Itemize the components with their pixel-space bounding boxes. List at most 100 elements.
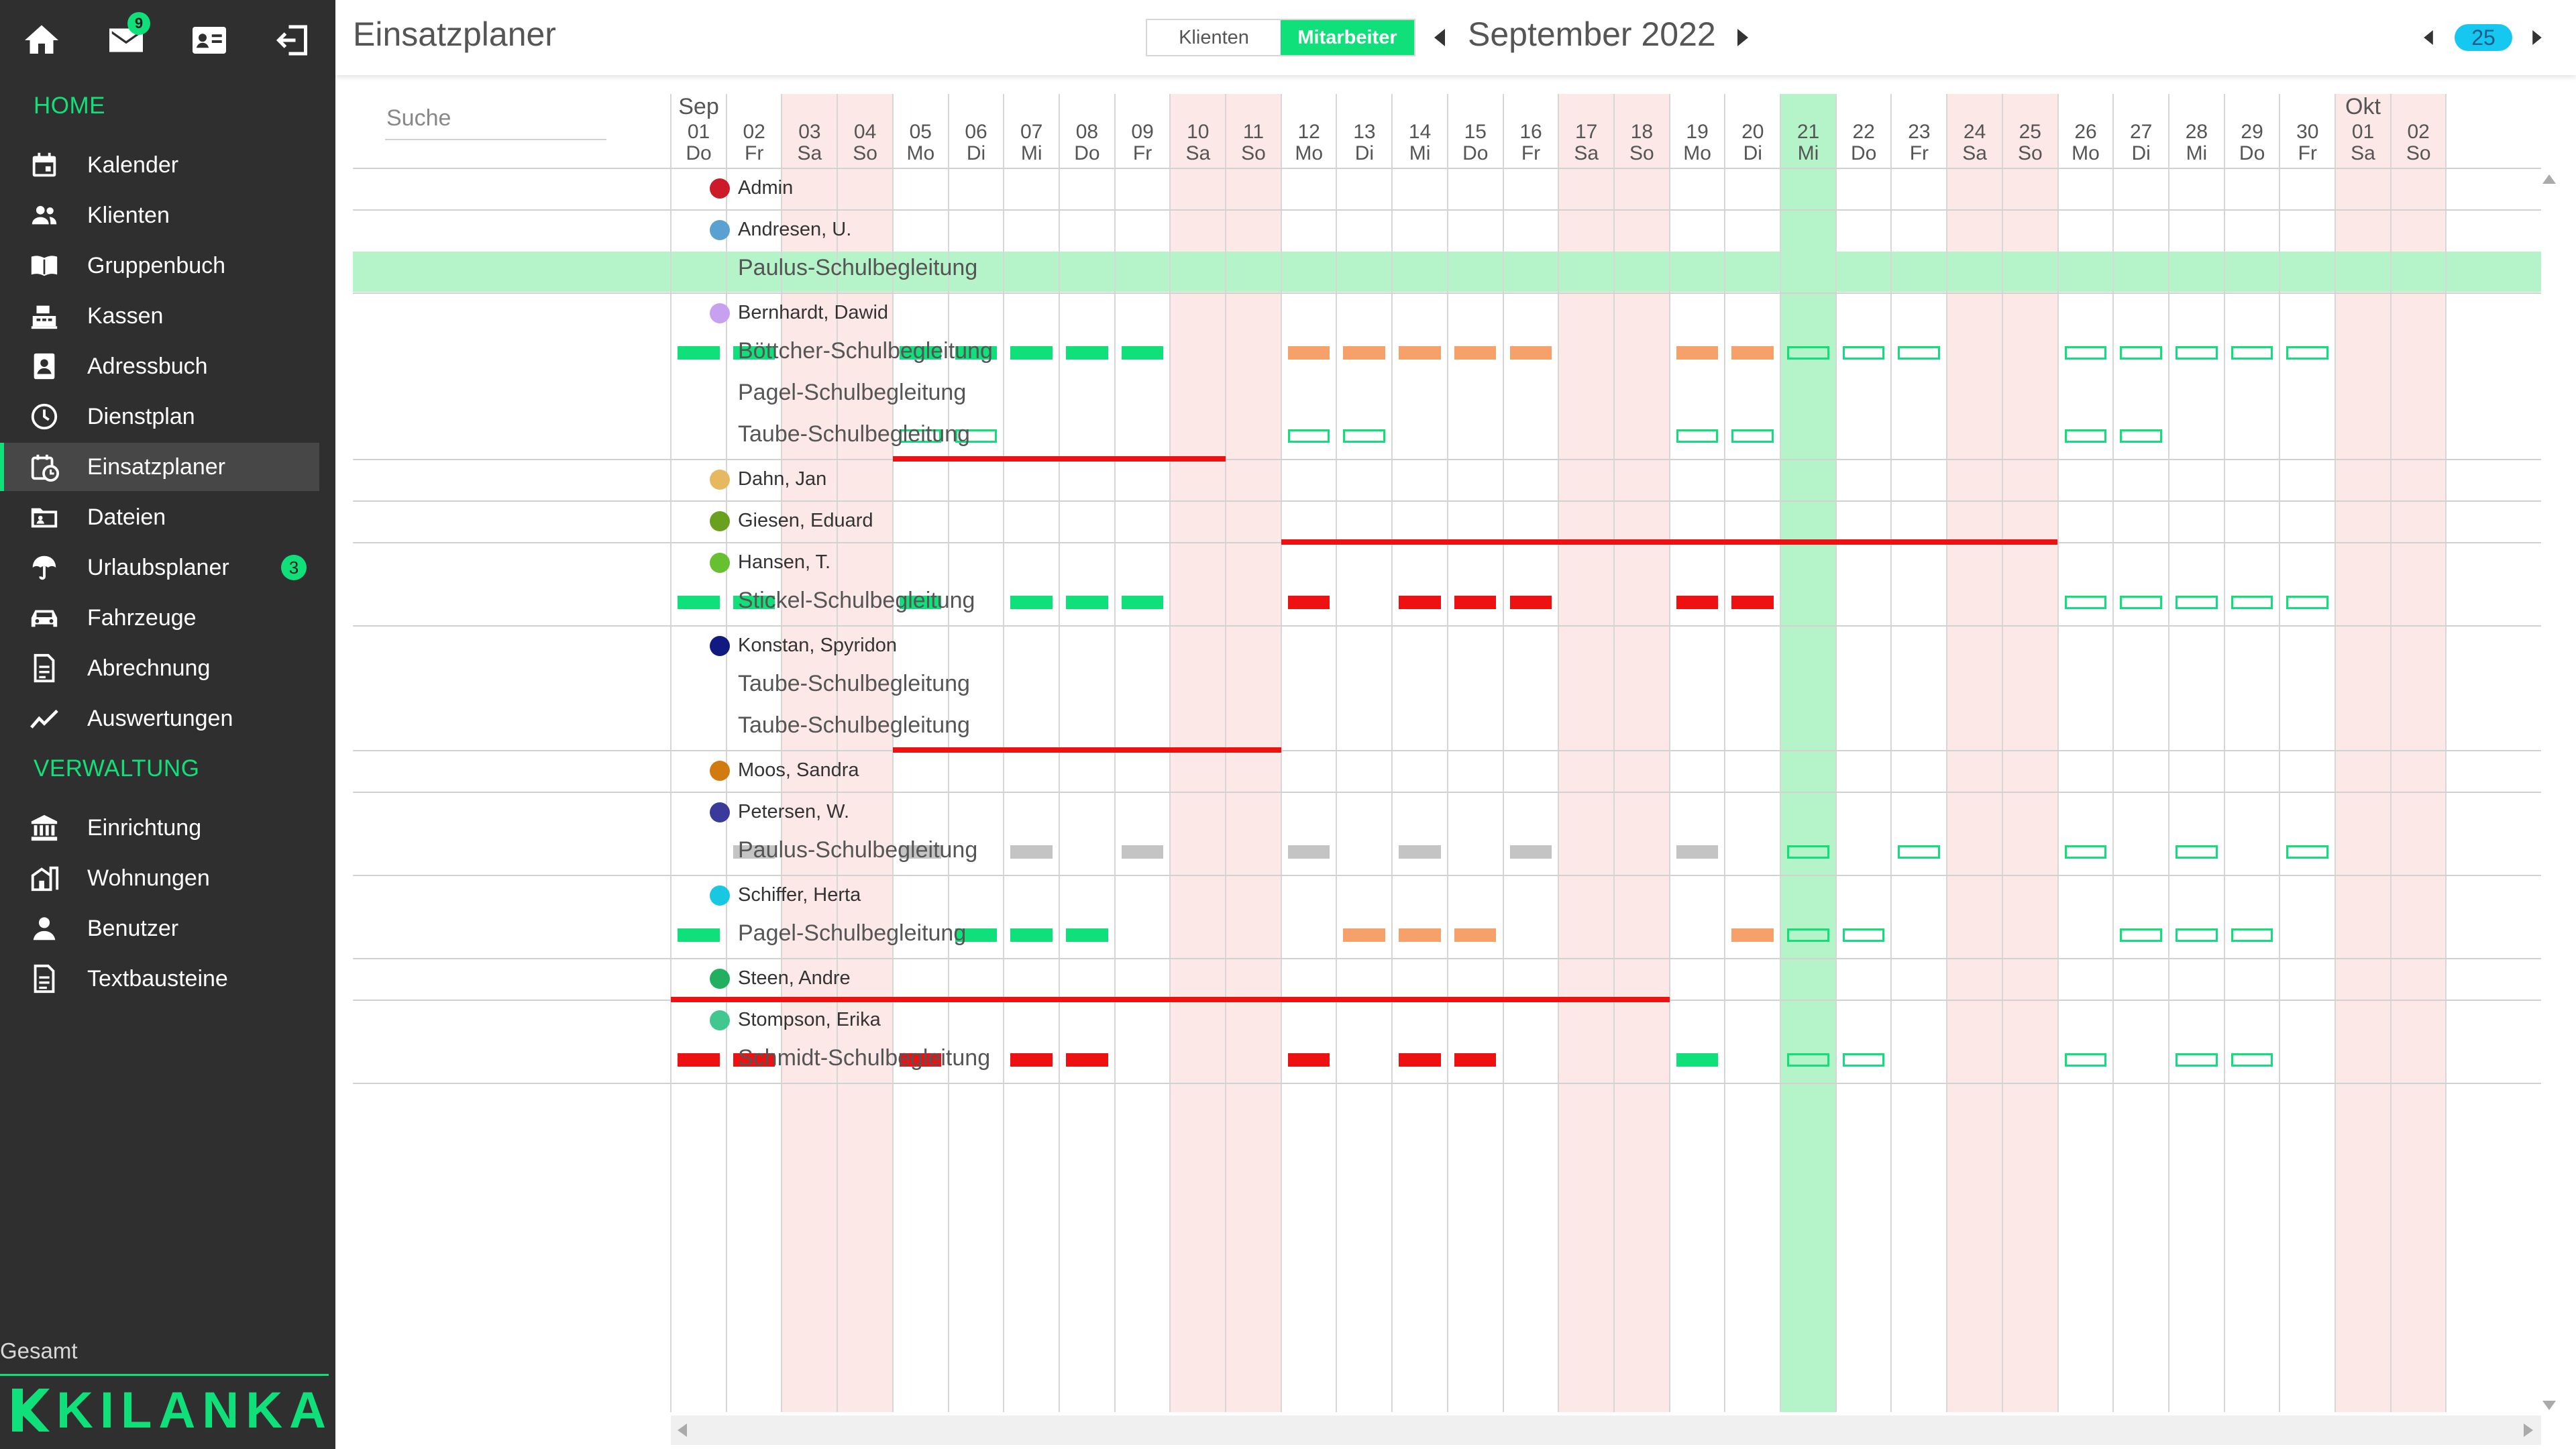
assignment-bar[interactable] (1676, 845, 1719, 859)
sidebar-item-fahrzeuge[interactable]: Fahrzeuge (0, 594, 319, 642)
horizontal-scrollbar[interactable] (671, 1415, 2541, 1445)
assignment-bar[interactable] (2231, 596, 2273, 609)
assignment-bar[interactable] (955, 429, 998, 443)
assignment-bar[interactable] (2175, 596, 2218, 609)
employee-name[interactable]: Schiffer, Herta (710, 884, 861, 906)
assignment-bar[interactable] (1010, 346, 1053, 360)
assignment-name[interactable]: Paulus-Schulbegleitung (738, 255, 978, 280)
assignment-bar[interactable] (2175, 845, 2218, 859)
vertical-scrollbar[interactable] (2542, 166, 2556, 1415)
assignment-bar[interactable] (1454, 928, 1497, 942)
assignment-bar[interactable] (1731, 429, 1774, 443)
assignment-bar[interactable] (2286, 596, 2328, 609)
assignment-bar[interactable] (1121, 346, 1164, 360)
assignment-bar[interactable] (1454, 346, 1497, 360)
employee-name[interactable]: Andresen, U. (710, 219, 851, 241)
vacation-line[interactable] (892, 747, 1281, 753)
assignment-bar[interactable] (2064, 1053, 2107, 1067)
assignment-bar[interactable] (1343, 346, 1386, 360)
assignment-bar[interactable] (678, 596, 720, 609)
sidebar-item-kassen[interactable]: Kassen (0, 292, 319, 340)
prev-week-button[interactable] (2415, 19, 2442, 56)
assignment-bar[interactable] (1010, 596, 1053, 609)
assignment-name[interactable]: Taube-Schulbegleitung (738, 421, 970, 447)
assignment-bar[interactable] (1010, 928, 1053, 942)
assignment-bar[interactable] (1287, 845, 1330, 859)
assignment-bar[interactable] (2064, 429, 2107, 443)
assignment-bar[interactable] (1787, 1053, 1829, 1067)
sidebar-item-abrechnung[interactable]: Abrechnung (0, 644, 319, 692)
assignment-bar[interactable] (1842, 1053, 1885, 1067)
assignment-bar[interactable] (1731, 596, 1774, 609)
assignment-bar[interactable] (1287, 596, 1330, 609)
assignment-bar[interactable] (733, 596, 775, 609)
assignment-bar[interactable] (1121, 596, 1164, 609)
assignment-bar[interactable] (1065, 596, 1108, 609)
assignment-name[interactable]: Taube-Schulbegleitung (738, 671, 970, 696)
assignment-bar[interactable] (1399, 928, 1441, 942)
assignment-bar[interactable] (1509, 346, 1552, 360)
sidebar-item-kalender[interactable]: Kalender (0, 141, 319, 189)
sidebar-item-dienstplan[interactable]: Dienstplan (0, 392, 319, 441)
assignment-bar[interactable] (1065, 346, 1108, 360)
assignment-name[interactable]: Paulus-Schulbegleitung (738, 837, 978, 863)
sidebar-item-klienten[interactable]: Klienten (0, 191, 319, 239)
assignment-bar[interactable] (899, 845, 942, 859)
toggle-klienten[interactable]: Klienten (1147, 20, 1281, 55)
assignment-bar[interactable] (1287, 346, 1330, 360)
assignment-bar[interactable] (1676, 346, 1719, 360)
assignment-bar[interactable] (1399, 346, 1441, 360)
assignment-bar[interactable] (2231, 1053, 2273, 1067)
assignment-bar[interactable] (1065, 1053, 1108, 1067)
employee-name[interactable]: Petersen, W. (710, 801, 849, 823)
next-week-button[interactable] (2524, 19, 2551, 56)
sidebar-item-wohnungen[interactable]: Wohnungen (0, 854, 319, 902)
assignment-bar[interactable] (1343, 928, 1386, 942)
assignment-bar[interactable] (2064, 845, 2107, 859)
assignment-bar[interactable] (2175, 346, 2218, 360)
assignment-bar[interactable] (1509, 596, 1552, 609)
assignment-bar[interactable] (2120, 346, 2162, 360)
assignment-bar[interactable] (1787, 928, 1829, 942)
next-month-button[interactable] (1729, 19, 1756, 56)
assignment-bar[interactable] (733, 346, 775, 360)
assignment-name[interactable]: Pagel-Schulbegleitung (738, 380, 967, 405)
assignment-bar[interactable] (678, 928, 720, 942)
assignment-bar[interactable] (1731, 346, 1774, 360)
prev-month-button[interactable] (1426, 19, 1453, 56)
assignment-bar[interactable] (899, 346, 942, 360)
assignment-name[interactable]: Böttcher-Schulbegleitung (738, 338, 993, 364)
sidebar-item-urlaubsplaner[interactable]: Urlaubsplaner 3 (0, 543, 319, 592)
employee-name[interactable]: Moos, Sandra (710, 759, 859, 782)
assignment-bar[interactable] (899, 1053, 942, 1067)
assignment-bar[interactable] (733, 1053, 775, 1067)
assignment-bar[interactable] (1676, 596, 1719, 609)
employee-name[interactable]: Stompson, Erika (710, 1009, 881, 1031)
assignment-bar[interactable] (899, 596, 942, 609)
assignment-bar[interactable] (1121, 845, 1164, 859)
logout-button[interactable] (267, 16, 321, 64)
employee-name[interactable]: Hansen, T. (710, 551, 830, 574)
assignment-bar[interactable] (1787, 346, 1829, 360)
employee-name[interactable]: Konstan, Spyridon (710, 635, 897, 657)
assignment-bar[interactable] (2175, 928, 2218, 942)
assignment-bar[interactable] (678, 1053, 720, 1067)
assignment-bar[interactable] (955, 928, 998, 942)
assignment-bar[interactable] (733, 845, 775, 859)
assignment-bar[interactable] (1454, 1053, 1497, 1067)
assignment-bar[interactable] (2120, 928, 2162, 942)
assignment-bar[interactable] (1787, 845, 1829, 859)
assignment-bar[interactable] (2064, 596, 2107, 609)
assignment-bar[interactable] (1010, 845, 1053, 859)
sidebar-item-einsatzplaner[interactable]: Einsatzplaner (0, 443, 319, 491)
assignment-bar[interactable] (1454, 596, 1497, 609)
assignment-bar[interactable] (1287, 1053, 1330, 1067)
mail-button[interactable]: 9 (99, 12, 153, 64)
employee-name[interactable]: Dahn, Jan (710, 468, 826, 490)
assignment-name[interactable]: Schmidt-Schulbegleitung (738, 1045, 991, 1071)
vacation-line[interactable] (1281, 539, 2058, 545)
employee-name[interactable]: Bernhardt, Dawid (710, 302, 888, 324)
home-button[interactable] (15, 16, 68, 64)
sidebar-item-gruppenbuch[interactable]: Gruppenbuch (0, 241, 319, 290)
sidebar-item-dateien[interactable]: Dateien (0, 493, 319, 541)
